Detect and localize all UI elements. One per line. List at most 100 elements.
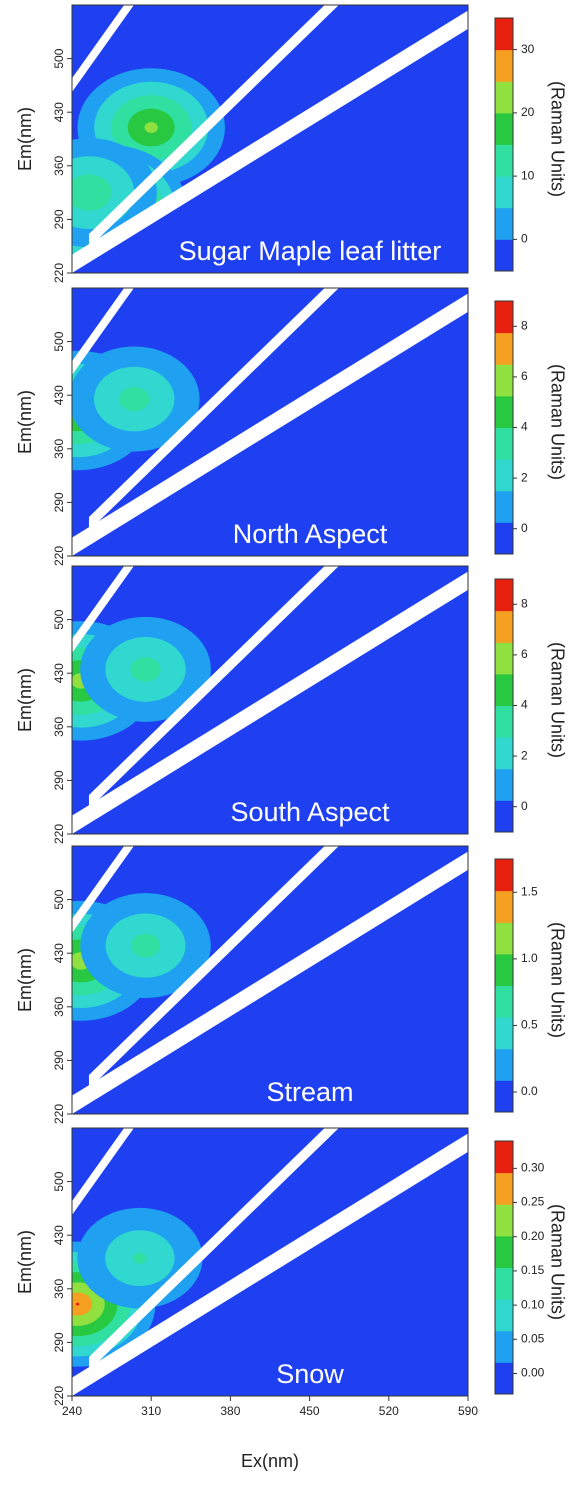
colorbar-tick-label: 6	[521, 647, 528, 661]
colorbar-band	[495, 985, 513, 1018]
scatter-band	[72, 10, 468, 273]
colorbar-band	[495, 1048, 513, 1081]
colorbar-band	[495, 1235, 513, 1268]
scatter-band	[72, 288, 134, 375]
y-tick-label: 290	[52, 492, 66, 512]
y-tick-label: 500	[52, 1171, 66, 1191]
x-tick-label: 310	[141, 1404, 161, 1418]
y-tick-label: 430	[52, 1225, 66, 1245]
colorbar-band	[495, 922, 513, 955]
plot-frame	[71, 565, 469, 835]
colorbar-band	[495, 768, 513, 801]
y-tick-label: 220	[52, 263, 66, 283]
colorbar-band	[495, 1204, 513, 1237]
colorbar-tick-label: 1.0	[521, 951, 538, 965]
colorbar-tick-label: 0.30	[521, 1161, 545, 1175]
y-tick-label: 220	[52, 546, 66, 566]
colorbar-tick-label: 0	[521, 799, 528, 813]
colorbar-band	[495, 490, 513, 523]
x-axis-label: Ex(nm)	[241, 1451, 299, 1471]
contour-region	[72, 174, 112, 211]
colorbar-band	[495, 1172, 513, 1205]
y-axis-label: Em(nm)	[15, 107, 35, 171]
scatter-band	[72, 1133, 468, 1396]
colorbar-tick-label: 10	[521, 168, 535, 182]
colorbar-band	[495, 1267, 513, 1300]
y-tick-label: 500	[52, 331, 66, 351]
contour-region	[133, 1252, 147, 1264]
colorbar-band	[495, 642, 513, 675]
plot-frame	[71, 287, 469, 557]
y-tick-label: 360	[52, 438, 66, 458]
colorbar-tick-label: 0.20	[521, 1229, 545, 1243]
colorbar-label: (Raman Units)	[547, 922, 567, 1038]
x-tick-label: 380	[220, 1404, 240, 1418]
scatter-band	[88, 846, 339, 1089]
colorbar-band	[495, 395, 513, 428]
colorbar-frame	[494, 858, 514, 1113]
colorbar-tick-label: 4	[521, 698, 528, 712]
scatter-band	[88, 566, 339, 809]
colorbar-band	[495, 176, 513, 209]
y-tick-label: 360	[52, 996, 66, 1016]
contour-region	[75, 1302, 80, 1306]
colorbar-tick-label: 30	[521, 42, 535, 56]
colorbar-band	[495, 332, 513, 365]
colorbar-tick-label: 0.25	[521, 1195, 545, 1209]
plot	[72, 846, 468, 1114]
colorbar-band	[495, 427, 513, 460]
scatter-band	[72, 1128, 134, 1215]
colorbar-band	[495, 859, 513, 892]
y-tick-label: 500	[52, 609, 66, 629]
scatter-band	[72, 566, 134, 653]
panel-title: Sugar Maple leaf litter	[179, 236, 442, 266]
plot-frame	[71, 4, 469, 274]
y-tick-label: 500	[52, 48, 66, 68]
colorbar-band	[495, 579, 513, 612]
colorbar-label: (Raman Units)	[547, 364, 567, 480]
x-tick-label: 590	[458, 1404, 478, 1418]
plot	[72, 1128, 468, 1396]
x-tick-label: 520	[379, 1404, 399, 1418]
panel-title: Snow	[276, 1359, 344, 1389]
y-tick-label: 430	[52, 663, 66, 683]
x-tick-label: 240	[62, 1404, 82, 1418]
colorbar-band	[495, 301, 513, 334]
colorbar-tick-label: 0.10	[521, 1297, 545, 1311]
scatter-band	[72, 5, 134, 92]
colorbar-frame	[494, 1140, 514, 1395]
y-tick-label: 430	[52, 385, 66, 405]
colorbar-band	[495, 1330, 513, 1363]
y-tick-label: 360	[52, 1278, 66, 1298]
colorbar-band	[495, 364, 513, 397]
colorbar-band	[495, 1299, 513, 1332]
colorbar-band	[495, 1017, 513, 1050]
colorbar-tick-label: 0.15	[521, 1263, 545, 1277]
colorbar-band	[495, 673, 513, 706]
y-tick-label: 290	[52, 1050, 66, 1070]
y-tick-label: 290	[52, 1332, 66, 1352]
scatter-band	[72, 293, 468, 556]
y-axis-label: Em(nm)	[15, 1230, 35, 1294]
colorbar-tick-label: 2	[521, 470, 528, 484]
scatter-band	[72, 571, 468, 834]
plot-frame	[71, 1127, 469, 1397]
colorbar-band	[495, 522, 513, 555]
scatter-band	[88, 288, 339, 531]
colorbar-tick-label: 8	[521, 596, 528, 610]
plot-frame	[71, 845, 469, 1115]
y-tick-label: 430	[52, 943, 66, 963]
colorbar-frame	[494, 17, 514, 272]
colorbar-label: (Raman Units)	[547, 642, 567, 758]
contour-region	[72, 1292, 93, 1316]
colorbar-tick-label: 0.5	[521, 1018, 538, 1032]
colorbar-band	[495, 18, 513, 51]
x-tick-label: 450	[300, 1404, 320, 1418]
y-tick-label: 360	[52, 155, 66, 175]
y-tick-label: 430	[52, 102, 66, 122]
colorbar-band	[495, 953, 513, 986]
colorbar-tick-label: 0.05	[521, 1331, 545, 1345]
y-tick-label: 220	[52, 824, 66, 844]
scatter-band	[88, 5, 339, 248]
